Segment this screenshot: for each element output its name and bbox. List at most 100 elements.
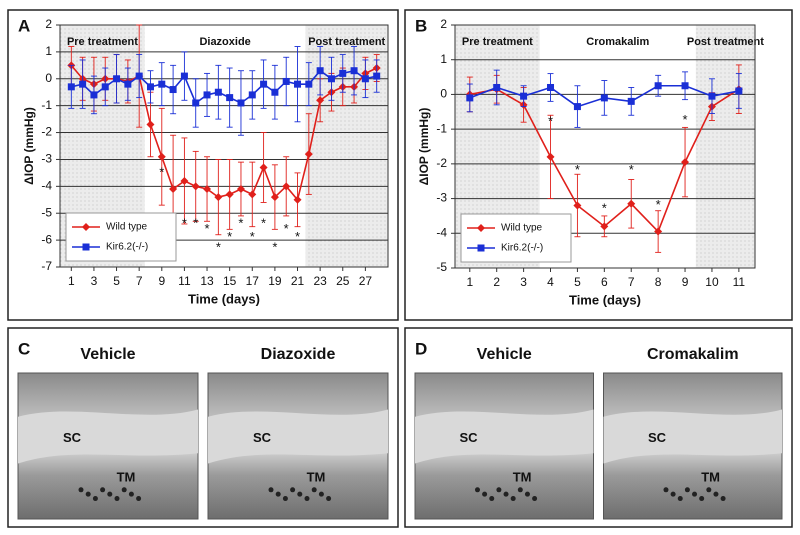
- pigment: [304, 496, 310, 502]
- structure-label: TM: [117, 470, 136, 485]
- data-point: [236, 185, 245, 194]
- data-point: [180, 176, 189, 185]
- data-point: [226, 94, 234, 102]
- structure-label: TM: [307, 470, 326, 485]
- x-tick-label: 4: [547, 275, 554, 289]
- data-point: [735, 87, 743, 95]
- significance-marker: *: [261, 215, 266, 230]
- data-point: [708, 92, 716, 100]
- pigment: [92, 496, 98, 502]
- pigment: [510, 496, 516, 502]
- pigment: [311, 487, 317, 493]
- pigment: [114, 496, 120, 502]
- data-point: [547, 83, 555, 91]
- significance-marker: *: [193, 215, 198, 230]
- lumen: [603, 409, 782, 464]
- data-point: [304, 150, 313, 159]
- y-axis-label: ΔIOP (mmHg): [417, 108, 431, 186]
- panel-label: A: [18, 16, 30, 35]
- data-point: [203, 91, 211, 99]
- data-point: [282, 77, 290, 85]
- legend-entry: Kir6.2(-/-): [72, 242, 148, 253]
- y-tick-label: 1: [440, 52, 447, 66]
- pigment: [720, 496, 726, 502]
- x-tick-label: 5: [574, 275, 581, 289]
- data-point: [327, 75, 335, 83]
- structure-label: SC: [460, 430, 479, 445]
- micrograph: SC TM: [207, 372, 389, 520]
- x-tick-label: 1: [68, 274, 75, 288]
- significance-marker: *: [205, 221, 210, 236]
- y-tick-label: -2: [41, 125, 52, 139]
- data-point: [361, 75, 369, 83]
- significance-marker: *: [272, 240, 277, 255]
- x-tick-label: 9: [158, 274, 165, 288]
- pigment: [275, 491, 281, 497]
- image-title: Vehicle: [80, 346, 135, 363]
- data-point: [294, 80, 302, 88]
- data-point: [169, 185, 178, 194]
- significance-marker: *: [182, 215, 187, 230]
- significance-marker: *: [575, 162, 580, 177]
- legend-label: Kir6.2(-/-): [501, 243, 543, 254]
- significance-marker: *: [629, 162, 634, 177]
- legend-entry: Kir6.2(-/-): [467, 243, 543, 254]
- series: [67, 46, 381, 136]
- data-point: [158, 80, 166, 88]
- significance-marker: *: [683, 112, 688, 127]
- legend-marker: [82, 223, 90, 231]
- data-point: [180, 72, 188, 80]
- y-tick-label: 2: [45, 17, 52, 31]
- y-tick-label: -6: [41, 232, 52, 246]
- series-line: [71, 69, 377, 105]
- y-tick-label: 2: [440, 17, 447, 31]
- data-point: [466, 94, 474, 102]
- x-tick-label: 11: [178, 274, 191, 288]
- y-tick-label: -3: [41, 152, 52, 166]
- data-point: [654, 82, 662, 90]
- legend-entry: Wild type: [72, 222, 148, 233]
- data-point: [260, 80, 268, 88]
- data-point: [600, 94, 608, 102]
- pigment: [318, 491, 324, 497]
- structure-label: SC: [253, 430, 272, 445]
- pigment: [692, 491, 698, 497]
- y-tick-label: 1: [45, 44, 52, 58]
- y-tick-label: 0: [440, 87, 447, 101]
- series: [466, 69, 743, 128]
- data-point: [113, 75, 121, 83]
- phase-label: Cromakalim: [586, 36, 649, 48]
- phase-label: Post treatment: [308, 36, 385, 48]
- x-tick-label: 7: [628, 275, 635, 289]
- x-tick-label: 21: [291, 274, 305, 288]
- data-point: [135, 72, 143, 80]
- significance-marker: *: [216, 240, 221, 255]
- data-point: [203, 185, 212, 194]
- pigment: [85, 491, 91, 497]
- x-tick-label: 23: [313, 274, 327, 288]
- significance-marker: *: [250, 229, 255, 244]
- significance-marker: *: [238, 215, 243, 230]
- x-tick-label: 7: [136, 274, 143, 288]
- data-point: [373, 72, 381, 80]
- micrograph: SC TM: [603, 372, 783, 520]
- y-tick-label: -4: [436, 225, 447, 239]
- micrograph: SC TM: [414, 372, 594, 520]
- lumen: [208, 409, 388, 464]
- legend-label: Wild type: [501, 223, 543, 234]
- data-point: [305, 80, 313, 88]
- pigment: [482, 491, 488, 497]
- data-point: [146, 120, 155, 129]
- y-tick-label: -1: [436, 121, 447, 135]
- pigment: [128, 491, 134, 497]
- data-point: [654, 227, 663, 236]
- y-tick-label: -4: [41, 179, 52, 193]
- x-axis-label: Time (days): [569, 292, 641, 307]
- x-tick-label: 11: [733, 275, 746, 289]
- pigment: [670, 491, 676, 497]
- pigment: [684, 487, 690, 493]
- data-point: [79, 80, 87, 88]
- legend-marker: [477, 224, 485, 232]
- pigment: [268, 487, 274, 493]
